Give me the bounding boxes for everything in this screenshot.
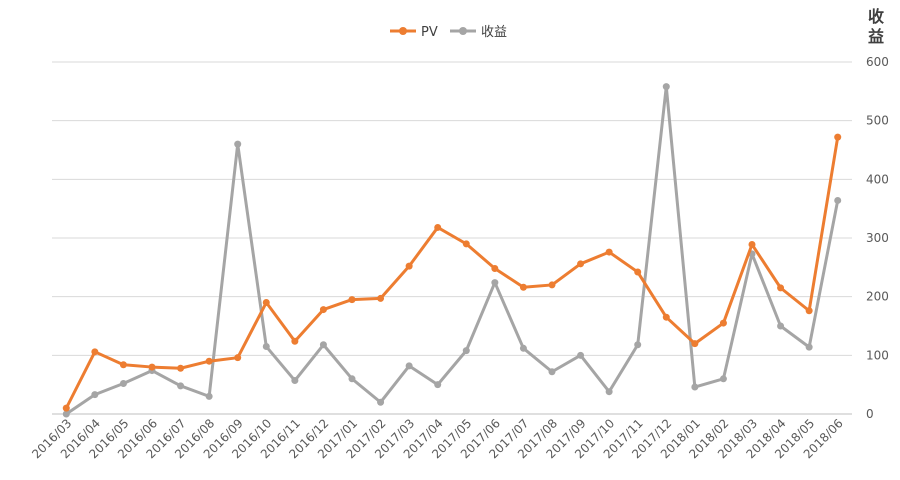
y-tick-label: 0 [866,407,874,421]
data-point [377,294,385,302]
data-point [634,268,642,276]
data-point [405,362,413,370]
data-point [605,388,613,396]
data-point [348,296,356,304]
data-point [548,281,556,289]
data-point [834,196,842,204]
data-point [262,343,270,351]
data-point [319,306,327,314]
legend-label-pv: PV [421,25,438,40]
data-point [777,322,785,330]
data-point [91,348,99,356]
data-point [434,381,442,389]
data-point [748,240,756,248]
data-point [662,83,670,91]
data-point [348,375,356,383]
data-point [234,354,242,362]
data-point [605,248,613,256]
data-point [662,313,670,321]
data-point [262,299,270,307]
data-point [62,410,70,418]
data-point [719,319,727,327]
legend-label-revenue: 收益 [481,25,507,40]
right-axis-title: 收益 [868,7,884,46]
legend-item-pv: PV [390,25,438,40]
legend-marker-pv [399,27,407,35]
data-point [62,404,70,412]
data-point [805,307,813,315]
data-point [777,284,785,292]
series-line [64,135,840,410]
data-point [462,347,470,355]
data-point [548,368,556,376]
data-point [405,262,413,270]
data-point [577,260,585,268]
y-tick-label: 400 [866,172,889,186]
data-point [519,283,527,291]
data-point [205,392,213,400]
legend-marker-revenue [459,27,467,35]
data-point [291,337,299,345]
data-point [119,379,127,387]
y-tick-label: 300 [866,231,889,245]
series-layer [62,83,842,418]
data-point [291,377,299,385]
data-point [148,363,156,371]
y-axis-ticks: 0 100 200 300 400 500 600 [866,55,889,421]
data-point [434,223,442,231]
data-point [719,375,727,383]
y-tick-label: 600 [866,55,889,69]
series-revenue [62,83,842,418]
data-point [805,343,813,351]
data-point [177,364,185,372]
data-point [91,391,99,399]
data-point [577,351,585,359]
gridlines [52,61,852,415]
data-point [691,383,699,391]
data-point [519,344,527,352]
series-pv [62,133,842,412]
y-tick-label: 200 [866,290,889,304]
data-point [177,382,185,390]
data-point [834,133,842,141]
legend: PV 收益 [390,25,507,40]
data-point [491,265,499,273]
y-tick-label: 500 [866,114,889,128]
series-line [64,85,840,416]
y-tick-label: 100 [866,348,889,362]
legend-item-revenue: 收益 [450,25,507,40]
data-point [319,341,327,349]
data-point [691,340,699,348]
data-point [462,240,470,248]
x-axis-ticks: 2016/032016/042016/052016/062016/072016/… [29,416,846,461]
data-point [377,398,385,406]
data-point [234,140,242,148]
data-point [491,279,499,287]
data-point [205,357,213,365]
data-point [119,361,127,369]
data-point [634,341,642,349]
